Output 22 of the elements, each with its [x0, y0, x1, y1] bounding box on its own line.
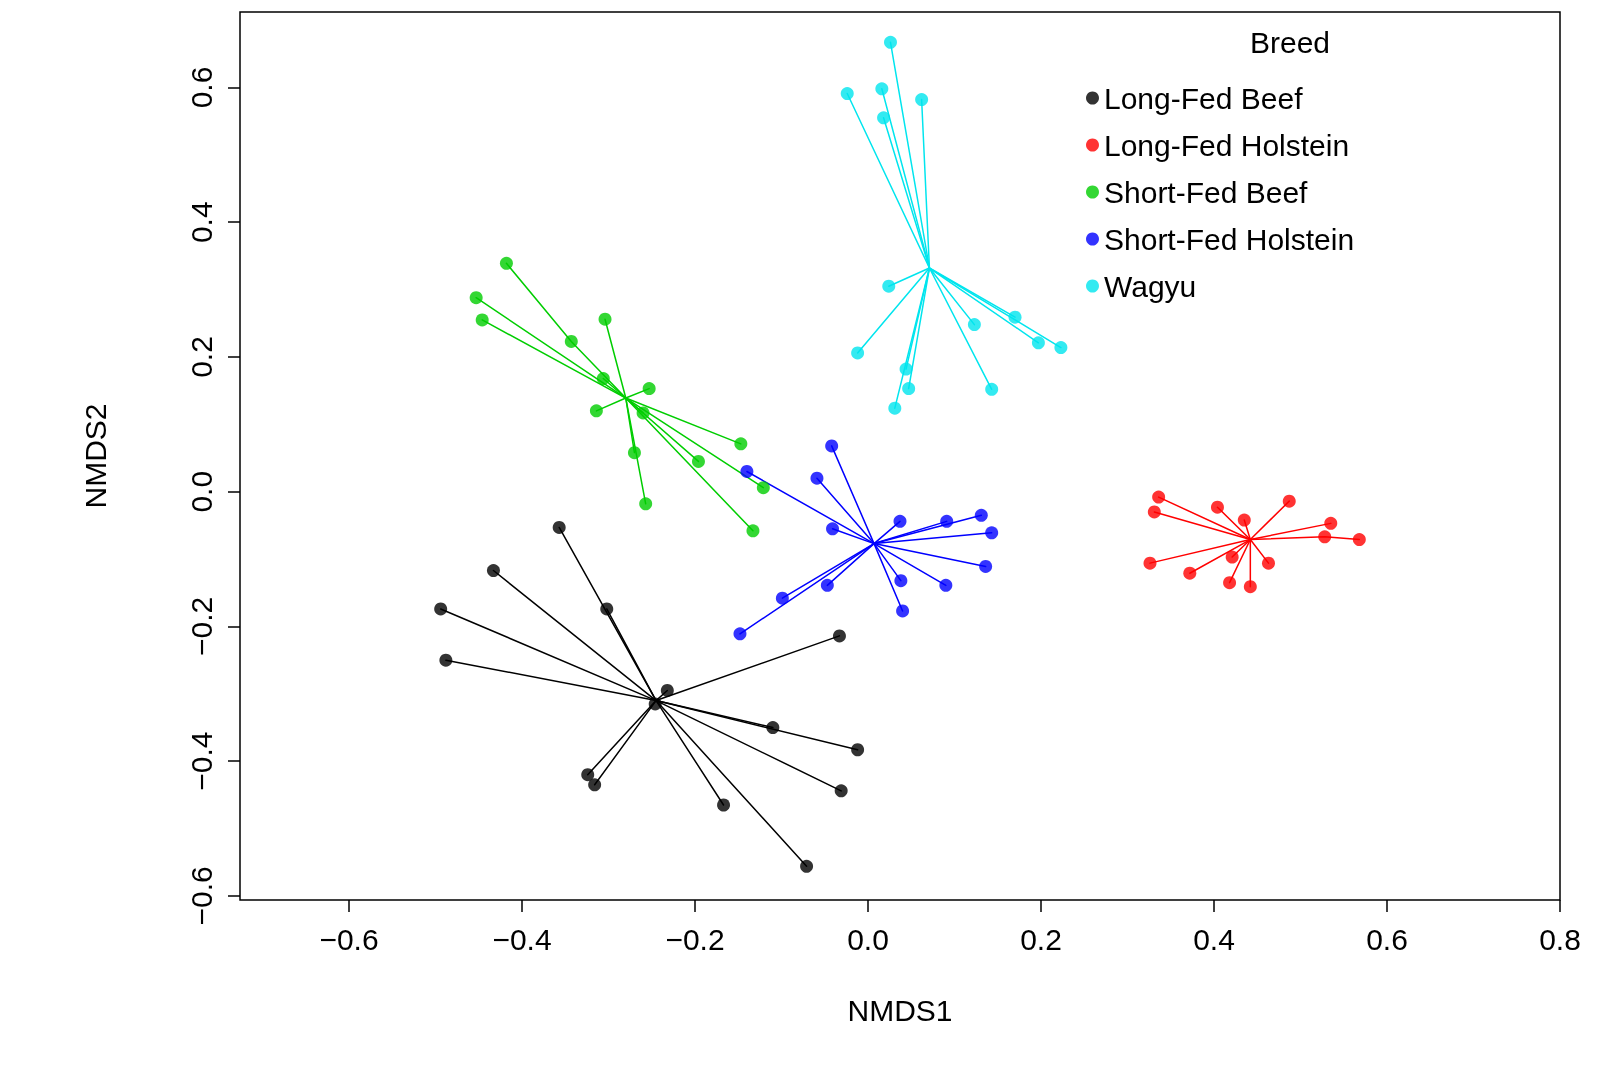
x-tick-label: 0.8 [1539, 922, 1581, 956]
y-tick-label: −0.2 [184, 596, 218, 657]
x-tick-label: 0.6 [1366, 922, 1408, 956]
x-tick-label: 0.2 [1020, 922, 1062, 956]
legend-title: Breed [1250, 25, 1331, 59]
x-tick-label: 0.0 [847, 922, 889, 956]
x-tick-label: −0.2 [665, 922, 725, 956]
legend-label: Wagyu [1104, 269, 1197, 303]
x-tick-label: 0.4 [1193, 922, 1235, 956]
legend-label: Long-Fed Beef [1104, 81, 1304, 115]
x-tick-label: −0.6 [319, 922, 379, 956]
y-tick-label: 0.0 [184, 470, 218, 513]
legend-label: Long-Fed Holstein [1104, 128, 1350, 162]
x-tick-label: −0.4 [492, 922, 552, 956]
y-tick-label: 0.4 [184, 201, 218, 244]
y-tick-label: 0.6 [184, 66, 218, 109]
y-tick-label: 0.2 [184, 336, 218, 378]
legend-label: Short-Fed Holstein [1104, 222, 1355, 256]
legend-label: Short-Fed Beef [1104, 175, 1309, 209]
x-axis-title: NMDS1 [847, 993, 953, 1027]
y-tick-label: −0.4 [184, 731, 218, 791]
y-axis-title: NMDS2 [78, 403, 112, 509]
